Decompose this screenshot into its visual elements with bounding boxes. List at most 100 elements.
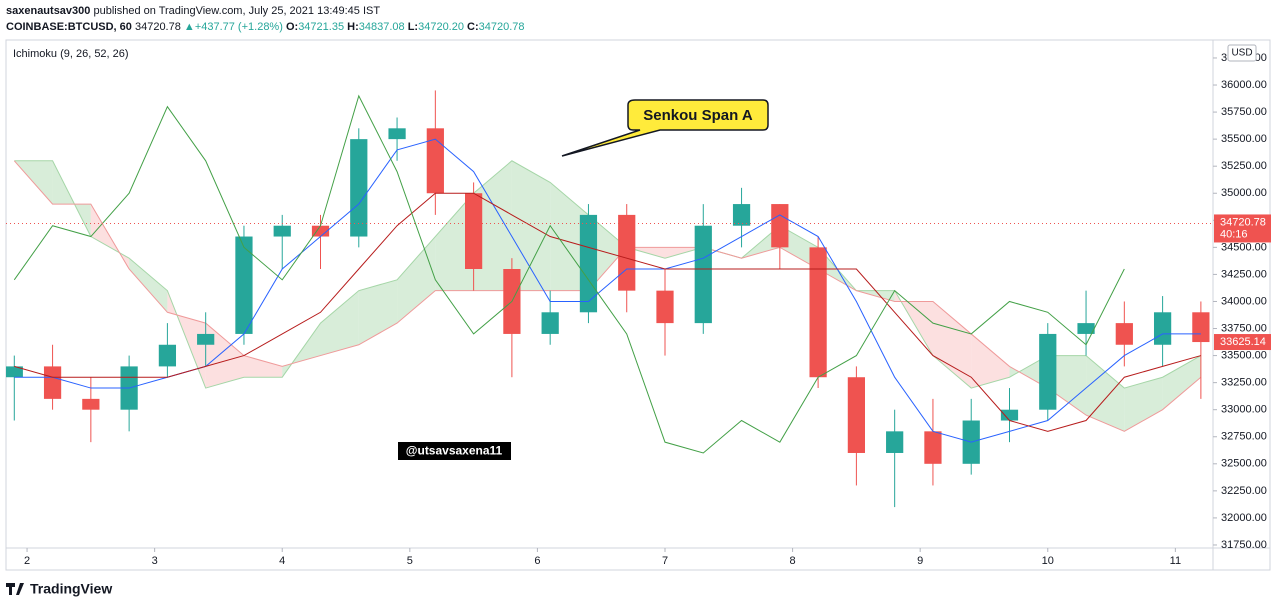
y-tick-label: 32500.00 — [1221, 458, 1267, 470]
author: saxenautsav300 — [6, 5, 91, 17]
chart-frame — [5, 39, 1271, 571]
candle-body — [43, 366, 62, 399]
y-tick-label: 33000.00 — [1221, 404, 1267, 416]
y-tick-label: 34000.00 — [1221, 295, 1267, 307]
y-tick-label: 33750.00 — [1221, 322, 1267, 334]
axes: 31750.00 32000.00 32250.00 32500.00 32750.00… — [24, 44, 1271, 567]
candle-body — [426, 128, 444, 194]
x-tick-label: 10 — [1042, 555, 1054, 567]
cloud-segment — [665, 247, 704, 259]
y-tick-label: 34750.00 — [1221, 214, 1267, 226]
low: 34720.20 — [418, 21, 464, 33]
last-price-box — [1214, 214, 1271, 243]
cloud-segment — [779, 225, 819, 270]
x-tick-label: 5 — [407, 555, 413, 567]
cloud-segment — [282, 323, 321, 378]
h-label: H: — [347, 21, 359, 33]
y-tick-label: 36250.00 — [1221, 52, 1267, 64]
cloud-segment — [14, 160, 53, 205]
l-label: L: — [407, 21, 419, 33]
candle-body — [1153, 312, 1172, 345]
y-tick-label: 34500.00 — [1221, 241, 1267, 253]
cloud-segment — [588, 214, 627, 291]
y-tick-label: 35250.00 — [1221, 160, 1267, 172]
candle-body — [962, 420, 980, 464]
x-tick-label: 7 — [662, 555, 668, 567]
cloud-segment — [52, 160, 91, 237]
y-tick-label: 33250.00 — [1221, 377, 1267, 389]
cloud-segment — [243, 355, 283, 378]
cloud-segment — [435, 193, 474, 291]
cloud-segment — [1047, 355, 1087, 416]
x-tick-label: 3 — [152, 555, 158, 567]
cloud-segment — [550, 182, 589, 291]
candle-body — [197, 333, 215, 345]
candle-body — [1192, 312, 1210, 343]
candle-body — [1000, 409, 1019, 421]
cloud-segment — [511, 160, 551, 291]
cloud-segment — [856, 290, 895, 302]
candle-body — [694, 225, 712, 324]
c-label: C: — [467, 21, 479, 33]
close: 34720.78 — [478, 21, 525, 33]
candle-body — [235, 236, 253, 334]
y-tick-label: 32000.00 — [1221, 512, 1267, 524]
candle-body — [886, 431, 904, 453]
x-tick-label: 4 — [279, 555, 285, 567]
candle-body — [1077, 323, 1095, 334]
countdown: 40:16 — [1220, 228, 1248, 240]
candle-body — [847, 377, 865, 453]
x-tick-label: 2 — [24, 555, 30, 567]
y-tick-label: 34250.00 — [1221, 268, 1267, 280]
candle-body — [656, 290, 674, 324]
candle-body — [273, 225, 291, 237]
annotation: Senkou Span A — [561, 99, 769, 157]
cloud-segment — [741, 225, 780, 259]
y-tick-label: 31750.00 — [1221, 539, 1267, 551]
currency-box — [1227, 44, 1257, 62]
annotation-text: Senkou Span A — [643, 107, 753, 124]
cloud-segment — [1124, 377, 1163, 432]
candle-body — [465, 193, 483, 270]
cloud-segment — [358, 279, 398, 345]
candle-body — [503, 269, 521, 334]
ichimoku-line — [13, 94, 1125, 454]
y-tick-label: 35750.00 — [1221, 106, 1267, 118]
cloud-segment — [397, 236, 436, 324]
cloud-segment — [894, 290, 933, 356]
senkou-span-b — [13, 160, 1202, 432]
open: 34721.35 — [298, 21, 345, 33]
y-tick-label: 35500.00 — [1221, 133, 1267, 145]
indicator-value-box — [1214, 334, 1271, 351]
header-line-1: saxenautsav300 published on TradingView.… — [6, 5, 380, 17]
indicator-label: Ichimoku (9, 26, 52, 26) — [13, 48, 129, 60]
y-tick-label: 33500.00 — [1221, 349, 1267, 361]
cloud-segment — [167, 290, 206, 389]
cloud-segment — [205, 323, 244, 389]
cloud-segment — [932, 301, 972, 389]
cloud-segment — [90, 204, 130, 270]
y-tick-label: 32250.00 — [1221, 485, 1267, 497]
candle-body — [1115, 323, 1133, 345]
candle-body — [82, 398, 100, 410]
x-tick-label: 11 — [1170, 555, 1181, 567]
y-tick-label: 36000.00 — [1221, 79, 1267, 91]
arrow: ▲ — [183, 21, 195, 33]
currency: USD — [1231, 48, 1252, 59]
ichimoku-line — [14, 138, 1201, 443]
cloud-segment — [473, 160, 512, 291]
high: 34837.08 — [358, 21, 405, 33]
cloud-segment — [703, 247, 742, 259]
candle-body — [924, 431, 942, 464]
candle-body — [6, 366, 23, 378]
y-tick-label: 32750.00 — [1221, 431, 1267, 443]
candle-body — [618, 214, 636, 291]
candle-body — [541, 312, 559, 334]
cloud-segment — [320, 290, 359, 356]
cloud-segment — [971, 333, 1010, 389]
candle-body — [388, 128, 406, 140]
symbol: COINBASE:BTCUSD, 60 — [6, 21, 132, 33]
cloud-segment — [1009, 355, 1048, 389]
candle-body — [120, 366, 138, 410]
